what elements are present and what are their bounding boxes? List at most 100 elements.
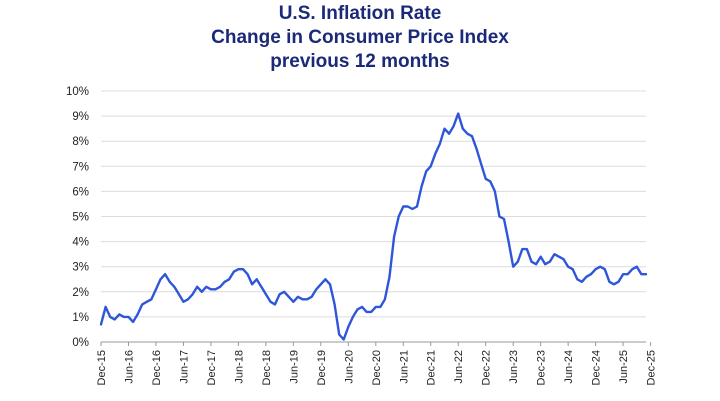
cpi-series-line (99, 112, 648, 341)
data-point (603, 268, 606, 271)
data-point (530, 260, 533, 263)
data-point (265, 293, 267, 296)
data-point (374, 306, 377, 308)
x-tick-label: Dec-19 (316, 350, 328, 385)
data-point (232, 270, 235, 273)
data-point (613, 283, 615, 286)
data-point (223, 280, 226, 283)
data-point (237, 268, 240, 271)
data-point (287, 295, 290, 298)
data-point (123, 316, 125, 318)
x-tick-label: Dec-20 (371, 350, 383, 385)
data-point (132, 321, 135, 323)
data-point (342, 338, 345, 341)
data-point (301, 298, 304, 301)
data-point (155, 288, 157, 291)
y-tick-label: 2% (72, 287, 89, 299)
data-point (388, 275, 391, 278)
x-tick-label: Dec-23 (536, 350, 548, 385)
x-tick-label: Dec-17 (206, 350, 218, 385)
data-point (228, 278, 231, 281)
data-point (402, 205, 405, 208)
chart-subtitle-line-1: Change in Consumer Price Index (211, 27, 509, 48)
y-tick-label: 7% (72, 161, 89, 173)
data-point (191, 293, 194, 296)
data-point (626, 273, 629, 276)
data-point (507, 240, 510, 243)
data-point (448, 132, 450, 135)
data-point (260, 285, 263, 288)
data-point (484, 177, 487, 180)
data-point (370, 311, 373, 313)
data-point (384, 298, 386, 301)
data-point (278, 293, 281, 296)
data-point (178, 293, 180, 296)
data-point (406, 205, 409, 208)
x-tick-label: Jun-23 (508, 350, 520, 384)
data-point (494, 190, 496, 193)
data-point (127, 316, 130, 318)
data-point (635, 265, 638, 268)
data-point (397, 215, 400, 218)
data-point (196, 285, 199, 288)
data-point (118, 313, 121, 316)
data-point (585, 275, 588, 278)
data-point (283, 290, 286, 293)
data-point (516, 260, 519, 263)
data-point (333, 303, 336, 306)
data-point (338, 333, 341, 336)
chart-subtitle-line-2: previous 12 months (270, 51, 450, 72)
data-point (306, 298, 308, 301)
data-point (200, 290, 203, 293)
data-point (576, 278, 579, 281)
x-tick-label: Jun-17 (178, 350, 190, 384)
data-point (599, 265, 602, 268)
data-point (210, 288, 212, 291)
data-point (439, 142, 441, 145)
data-point (356, 308, 359, 311)
data-point (521, 248, 524, 251)
data-point (150, 298, 153, 301)
data-point (164, 273, 167, 276)
data-point (324, 278, 327, 281)
x-tick-label: Jun-16 (123, 350, 135, 384)
data-point (109, 316, 112, 318)
data-point (631, 268, 634, 271)
data-point (274, 303, 276, 306)
data-point (466, 132, 469, 135)
data-point (219, 285, 222, 288)
x-tick-label: Dec-21 (426, 350, 438, 385)
data-point (242, 268, 244, 271)
data-point (567, 265, 569, 268)
y-tick-label: 0% (72, 337, 89, 349)
data-point (581, 280, 583, 283)
data-point (645, 273, 647, 276)
data-point (512, 265, 515, 268)
y-tick-label: 3% (72, 262, 89, 274)
x-tick-label: Dec-18 (261, 350, 273, 385)
x-tick-label: Dec-25 (646, 350, 658, 385)
data-point (548, 260, 551, 263)
data-point (457, 112, 460, 115)
data-point (347, 326, 350, 328)
data-point (159, 278, 162, 281)
data-point (480, 162, 482, 165)
data-point (411, 208, 414, 210)
y-tick-label: 1% (72, 312, 89, 324)
data-point (489, 180, 492, 183)
data-point (187, 298, 189, 301)
data-point (365, 311, 368, 313)
data-point (292, 300, 295, 303)
x-tick-label: Jun-22 (453, 350, 465, 384)
data-point (310, 295, 313, 298)
data-point (471, 135, 473, 138)
data-point (562, 258, 565, 261)
data-point (168, 280, 171, 283)
data-point (173, 285, 176, 288)
data-point (315, 288, 318, 291)
data-point (461, 127, 464, 130)
data-point (255, 278, 258, 281)
data-point (539, 255, 542, 258)
data-point (104, 306, 107, 308)
data-point (329, 283, 331, 286)
